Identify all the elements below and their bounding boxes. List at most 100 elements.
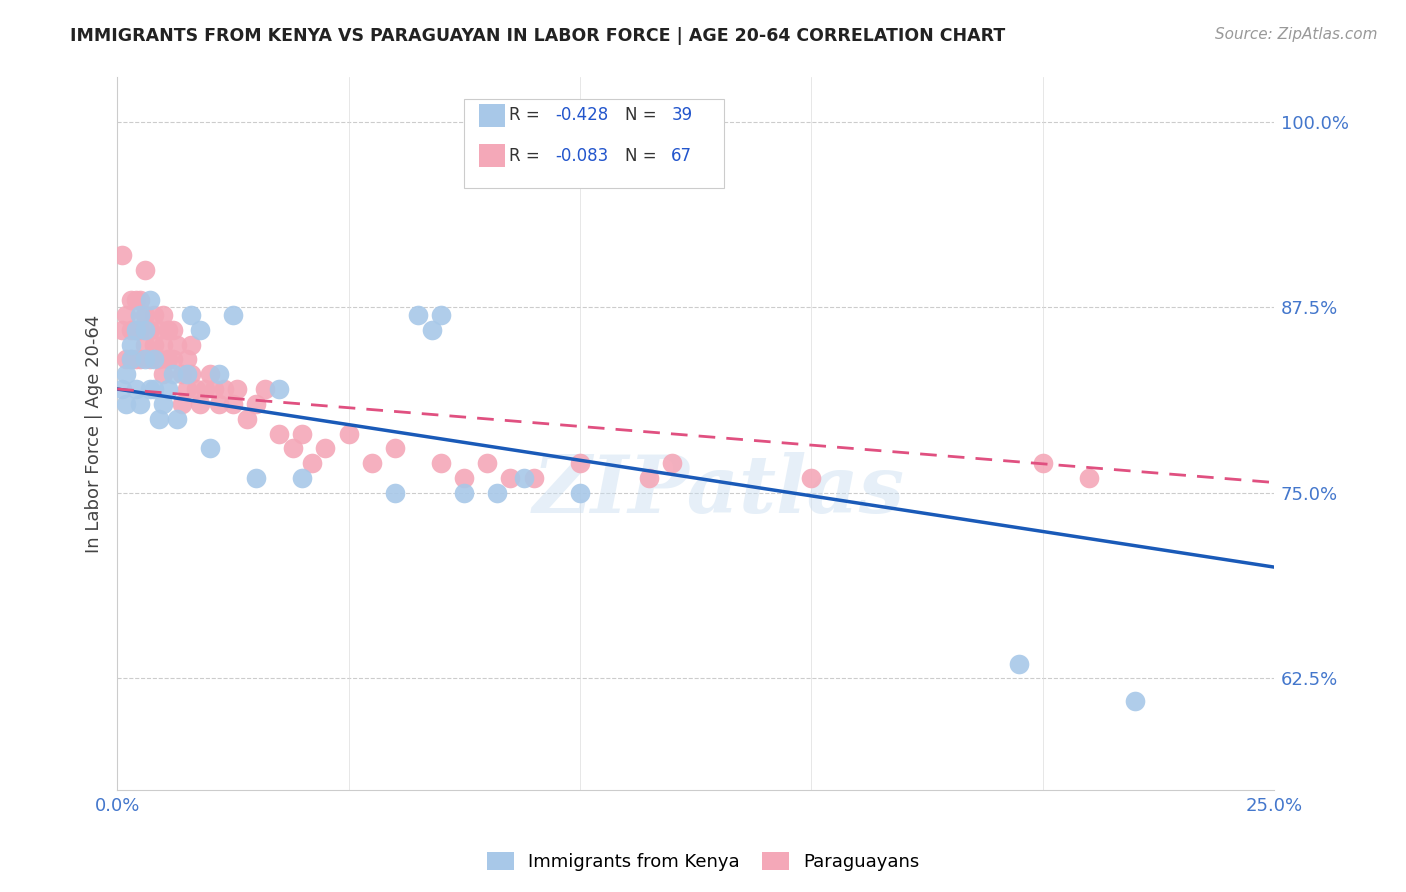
Point xyxy=(115,367,138,381)
Point xyxy=(148,323,170,337)
Point xyxy=(138,382,160,396)
Point xyxy=(125,323,148,337)
Point xyxy=(245,397,267,411)
Point xyxy=(222,308,245,322)
Point xyxy=(453,486,475,500)
Point xyxy=(162,352,184,367)
Point xyxy=(198,367,221,381)
Point xyxy=(152,308,174,322)
Point xyxy=(337,426,360,441)
Point xyxy=(111,382,134,396)
Point xyxy=(190,397,212,411)
Point xyxy=(125,323,148,337)
Point xyxy=(269,382,291,396)
Point xyxy=(184,382,207,396)
Point xyxy=(129,397,152,411)
Point xyxy=(406,308,429,322)
Point xyxy=(291,471,314,485)
Point xyxy=(129,323,152,337)
Y-axis label: In Labor Force | Age 20-64: In Labor Force | Age 20-64 xyxy=(86,314,103,553)
Point xyxy=(485,486,508,500)
Point xyxy=(125,293,148,307)
Point xyxy=(120,337,142,351)
Point xyxy=(453,471,475,485)
Text: 39: 39 xyxy=(671,106,692,124)
Point xyxy=(120,323,142,337)
Point xyxy=(115,397,138,411)
Point xyxy=(120,293,142,307)
Point xyxy=(1077,471,1099,485)
Point xyxy=(129,352,152,367)
Point xyxy=(138,352,160,367)
Point xyxy=(661,456,683,470)
Point xyxy=(143,337,166,351)
Point xyxy=(129,293,152,307)
Point xyxy=(477,456,499,470)
Point xyxy=(222,397,245,411)
Text: 67: 67 xyxy=(671,147,692,165)
Point xyxy=(176,367,198,381)
Point xyxy=(180,337,202,351)
Point xyxy=(152,337,174,351)
Point xyxy=(166,337,188,351)
Point xyxy=(134,337,156,351)
Point xyxy=(138,323,160,337)
Point xyxy=(568,486,591,500)
FancyBboxPatch shape xyxy=(479,103,505,127)
Point xyxy=(120,352,142,367)
Point xyxy=(138,293,160,307)
Point xyxy=(134,263,156,277)
Point xyxy=(166,411,188,425)
Point xyxy=(430,456,453,470)
Point xyxy=(180,367,202,381)
FancyBboxPatch shape xyxy=(464,99,724,188)
Point xyxy=(226,382,249,396)
Point xyxy=(384,442,406,456)
Point xyxy=(1008,657,1031,671)
Point xyxy=(148,352,170,367)
Point xyxy=(202,382,225,396)
Point xyxy=(134,308,156,322)
Point xyxy=(235,411,257,425)
Point xyxy=(360,456,382,470)
Point xyxy=(152,397,174,411)
Text: N =: N = xyxy=(626,147,662,165)
Text: -0.083: -0.083 xyxy=(555,147,609,165)
Point xyxy=(162,323,184,337)
Point xyxy=(254,382,277,396)
Point xyxy=(134,323,156,337)
Point xyxy=(143,308,166,322)
Point xyxy=(125,382,148,396)
Point xyxy=(269,426,291,441)
Point xyxy=(162,367,184,381)
Text: N =: N = xyxy=(626,106,662,124)
Point xyxy=(176,382,198,396)
Point xyxy=(157,352,180,367)
Point xyxy=(125,352,148,367)
Text: R =: R = xyxy=(509,147,546,165)
Point xyxy=(384,486,406,500)
Legend: Immigrants from Kenya, Paraguayans: Immigrants from Kenya, Paraguayans xyxy=(479,845,927,879)
Point xyxy=(143,352,166,367)
Point xyxy=(143,382,166,396)
FancyBboxPatch shape xyxy=(479,145,505,167)
Point xyxy=(152,367,174,381)
Text: R =: R = xyxy=(509,106,546,124)
Point xyxy=(120,352,142,367)
Point xyxy=(513,471,536,485)
Point xyxy=(129,308,152,322)
Point xyxy=(568,456,591,470)
Point xyxy=(157,382,180,396)
Point xyxy=(430,308,453,322)
Point xyxy=(176,352,198,367)
Point xyxy=(198,442,221,456)
Point xyxy=(499,471,522,485)
Point xyxy=(111,248,134,262)
Point xyxy=(420,323,443,337)
Text: Source: ZipAtlas.com: Source: ZipAtlas.com xyxy=(1215,27,1378,42)
Point xyxy=(111,323,134,337)
Point xyxy=(314,442,336,456)
Point xyxy=(115,308,138,322)
Point xyxy=(115,352,138,367)
Point xyxy=(291,426,314,441)
